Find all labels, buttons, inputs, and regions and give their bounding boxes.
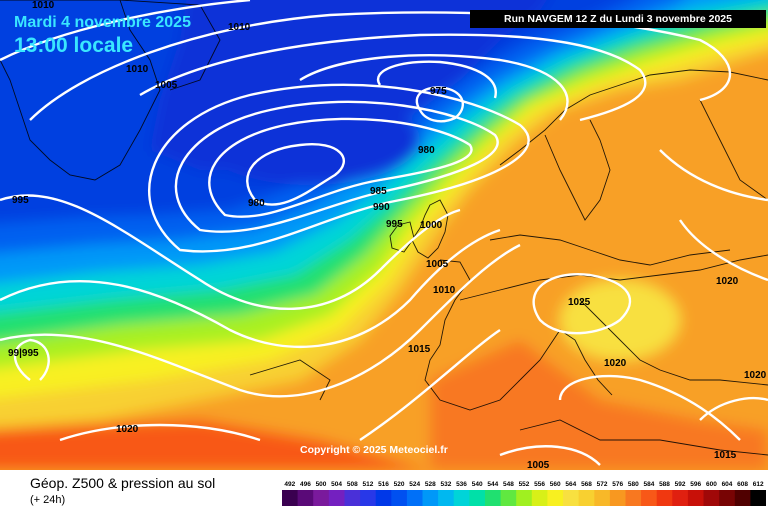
- copyright-text: Copyright © 2025 Meteociel.fr: [300, 444, 448, 456]
- legend-label: 576: [612, 481, 623, 488]
- legend-label: 564: [565, 481, 576, 488]
- legend-swatch: [656, 490, 673, 506]
- legend-swatch: [453, 490, 470, 506]
- pressure-label: 975: [430, 86, 447, 97]
- legend-swatch: [485, 490, 502, 506]
- footer-bar: Géop. Z500 & pression au sol (+ 24h) 492…: [0, 470, 768, 512]
- pressure-label: 990: [373, 202, 390, 213]
- legend-label: 544: [487, 481, 498, 488]
- legend-swatch: [531, 490, 548, 506]
- legend-label: 532: [440, 481, 451, 488]
- legend-label: 540: [472, 481, 483, 488]
- legend-swatch: [360, 490, 377, 506]
- legend-label: 528: [425, 481, 436, 488]
- legend-label: 608: [737, 481, 748, 488]
- map-title: Géop. Z500 & pression au sol: [30, 475, 216, 491]
- coastlines: [0, 0, 768, 456]
- legend-label: 580: [628, 481, 639, 488]
- pressure-labels: 1010 1010 1005 1010 975 980 980 985 990 …: [8, 0, 767, 470]
- legend-swatch: [734, 490, 751, 506]
- legend-label: 552: [519, 481, 530, 488]
- legend-swatch: [687, 490, 704, 506]
- pressure-label: 1015: [714, 450, 737, 461]
- legend-label: 568: [581, 481, 592, 488]
- legend-label: 512: [362, 481, 373, 488]
- pressure-label: 1020: [116, 424, 139, 435]
- pressure-label: 1010: [228, 22, 251, 33]
- legend-swatch: [282, 490, 299, 506]
- legend-swatch: [563, 490, 580, 506]
- forecast-date: Mardi 4 novembre 2025: [14, 14, 191, 31]
- legend-swatch: [438, 490, 455, 506]
- legend-label: 516: [378, 481, 389, 488]
- pressure-label: 1010: [433, 285, 456, 296]
- pressure-label: 1010: [126, 64, 149, 75]
- legend-label: 572: [597, 481, 608, 488]
- legend-swatch: [703, 490, 720, 506]
- legend-label: 508: [347, 481, 358, 488]
- legend-label: 584: [643, 481, 654, 488]
- legend-label: 492: [284, 481, 295, 488]
- pressure-label: 1000: [420, 220, 443, 231]
- forecast-time: 13:00 locale: [14, 34, 134, 57]
- legend-swatch: [500, 490, 517, 506]
- pressure-label: 1025: [568, 297, 591, 308]
- pressure-label: 995: [386, 219, 403, 230]
- weather-map: 1010 1010 1005 1010 975 980 980 985 990 …: [0, 0, 768, 470]
- legend-swatch: [406, 490, 423, 506]
- legend-swatch: [516, 490, 533, 506]
- pressure-label: 1020: [604, 358, 627, 369]
- legend-swatch: [422, 490, 439, 506]
- legend-swatch: [672, 490, 689, 506]
- legend-label: 500: [316, 481, 327, 488]
- legend-label: 604: [722, 481, 733, 488]
- legend-label: 612: [753, 481, 764, 488]
- legend-swatch: [328, 490, 345, 506]
- legend-swatch: [391, 490, 408, 506]
- legend-swatch: [609, 490, 626, 506]
- legend-swatch: [578, 490, 595, 506]
- legend-label: 496: [300, 481, 311, 488]
- legend-label: 504: [331, 481, 342, 488]
- legend-label: 600: [706, 481, 717, 488]
- pressure-label: 1020: [744, 370, 767, 381]
- legend-swatch: [469, 490, 486, 506]
- pressure-label: 985: [370, 186, 387, 197]
- legend-swatch: [719, 490, 736, 506]
- pressure-label: 995: [12, 195, 29, 206]
- legend-label: 596: [690, 481, 701, 488]
- legend-swatch: [750, 490, 766, 506]
- pressure-label: 980: [248, 198, 265, 209]
- run-banner: Run NAVGEM 12 Z du Lundi 3 novembre 2025: [470, 10, 766, 28]
- legend-label: 524: [409, 481, 420, 488]
- legend-label: 536: [456, 481, 467, 488]
- isobars: [0, 0, 768, 465]
- legend-swatch: [594, 490, 611, 506]
- legend-label: 548: [503, 481, 514, 488]
- legend-swatch: [625, 490, 642, 506]
- pressure-label: 1005: [527, 460, 550, 470]
- pressure-label: 99|995: [8, 348, 39, 359]
- pressure-label: 1010: [32, 0, 55, 11]
- legend-label: 556: [534, 481, 545, 488]
- pressure-label: 1005: [426, 259, 449, 270]
- legend-swatch: [297, 490, 314, 506]
- pressure-label: 980: [418, 145, 435, 156]
- legend-label: 520: [394, 481, 405, 488]
- legend-label: 560: [550, 481, 561, 488]
- legend-swatch: [547, 490, 564, 506]
- pressure-label: 1020: [716, 276, 739, 287]
- legend-swatch: [375, 490, 392, 506]
- map-subtitle: (+ 24h): [30, 494, 66, 506]
- legend-swatch: [641, 490, 658, 506]
- pressure-label: 1015: [408, 344, 431, 355]
- color-legend: 492 496 500 504 508 512 516 520 524 528 532 536 540 5…: [282, 481, 766, 506]
- legend-swatch: [344, 490, 361, 506]
- legend-swatch: [313, 490, 330, 506]
- legend-label: 592: [675, 481, 686, 488]
- pressure-label: 1005: [155, 80, 178, 91]
- legend-label: 588: [659, 481, 670, 488]
